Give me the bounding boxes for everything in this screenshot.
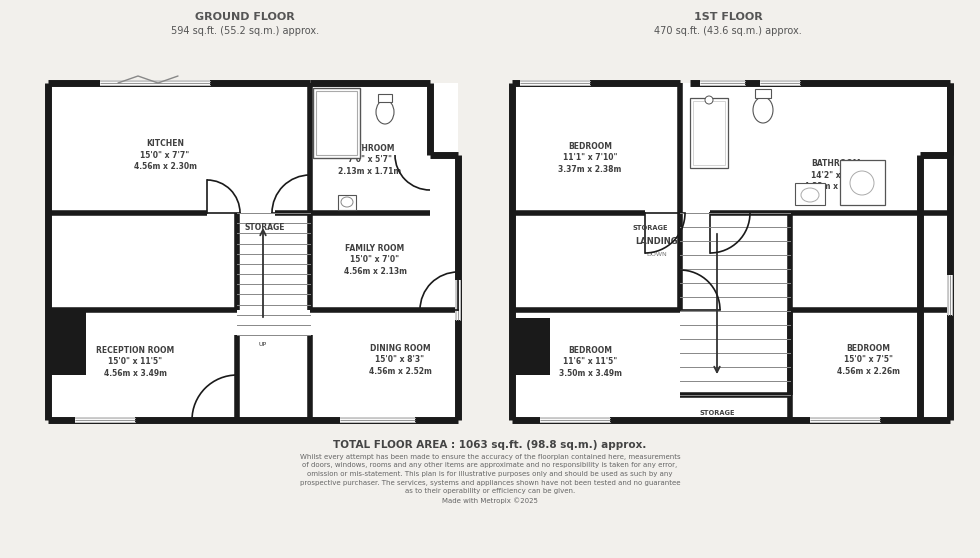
- Text: BATHROOM
7'0" x 5'7"
2.13m x 1.71m: BATHROOM 7'0" x 5'7" 2.13m x 1.71m: [338, 144, 402, 176]
- Text: TOTAL FLOOR AREA : 1063 sq.ft. (98.8 sq.m.) approx.: TOTAL FLOOR AREA : 1063 sq.ft. (98.8 sq.…: [333, 440, 647, 450]
- Ellipse shape: [341, 197, 353, 207]
- Text: BEDROOM
11'1" x 7'10"
3.37m x 2.38m: BEDROOM 11'1" x 7'10" 3.37m x 2.38m: [559, 142, 621, 174]
- Text: GROUND FLOOR: GROUND FLOOR: [195, 12, 295, 22]
- Bar: [512, 83, 950, 420]
- Ellipse shape: [801, 188, 819, 202]
- Text: BATHROOM
14'2" x 7'7"
4.32m x 2.30m: BATHROOM 14'2" x 7'7" 4.32m x 2.30m: [805, 159, 867, 191]
- Text: LANDING: LANDING: [636, 238, 678, 247]
- Bar: [693, 101, 725, 165]
- Text: STORAGE: STORAGE: [632, 225, 667, 231]
- Bar: [338, 195, 356, 210]
- Text: DOWN: DOWN: [647, 253, 667, 257]
- Text: RECEPTION ROOM
15'0" x 11'5"
4.56m x 3.49m: RECEPTION ROOM 15'0" x 11'5" 4.56m x 3.4…: [96, 346, 174, 378]
- Text: DINING ROOM
15'0" x 8'3"
4.56m x 2.52m: DINING ROOM 15'0" x 8'3" 4.56m x 2.52m: [368, 344, 431, 376]
- Bar: [313, 88, 360, 158]
- Bar: [690, 98, 728, 168]
- Text: 594 sq.ft. (55.2 sq.m.) approx.: 594 sq.ft. (55.2 sq.m.) approx.: [171, 26, 319, 36]
- Text: Whilst every attempt has been made to ensure the accuracy of the floorplan conta: Whilst every attempt has been made to en…: [300, 454, 680, 503]
- Ellipse shape: [753, 97, 773, 123]
- Text: STORAGE: STORAGE: [700, 410, 735, 416]
- Bar: [840, 160, 885, 205]
- Text: 470 sq.ft. (43.6 sq.m.) approx.: 470 sq.ft. (43.6 sq.m.) approx.: [654, 26, 802, 36]
- Bar: [512, 83, 680, 213]
- Bar: [680, 83, 950, 213]
- Circle shape: [850, 171, 874, 195]
- Text: BEDROOM
15'0" x 7'5"
4.56m x 2.26m: BEDROOM 15'0" x 7'5" 4.56m x 2.26m: [837, 344, 900, 376]
- Bar: [48, 83, 458, 420]
- Bar: [755, 89, 771, 98]
- Bar: [795, 183, 825, 205]
- Bar: [48, 83, 310, 213]
- Text: 1ST FLOOR: 1ST FLOOR: [694, 12, 762, 22]
- Text: UP: UP: [259, 343, 268, 348]
- Bar: [316, 91, 357, 155]
- Text: BEDROOM
11'6" x 11'5"
3.50m x 3.49m: BEDROOM 11'6" x 11'5" 3.50m x 3.49m: [559, 346, 621, 378]
- Bar: [310, 83, 430, 213]
- Ellipse shape: [376, 100, 394, 124]
- Text: FAMILY ROOM
15'0" x 7'0"
4.56m x 2.13m: FAMILY ROOM 15'0" x 7'0" 4.56m x 2.13m: [344, 244, 407, 276]
- Bar: [378, 94, 392, 102]
- Circle shape: [705, 96, 713, 104]
- Text: KITCHEN
15'0" x 7'7"
4.56m x 2.30m: KITCHEN 15'0" x 7'7" 4.56m x 2.30m: [133, 139, 197, 171]
- Text: STORAGE: STORAGE: [245, 224, 285, 233]
- Bar: [512, 318, 550, 375]
- Bar: [48, 310, 86, 375]
